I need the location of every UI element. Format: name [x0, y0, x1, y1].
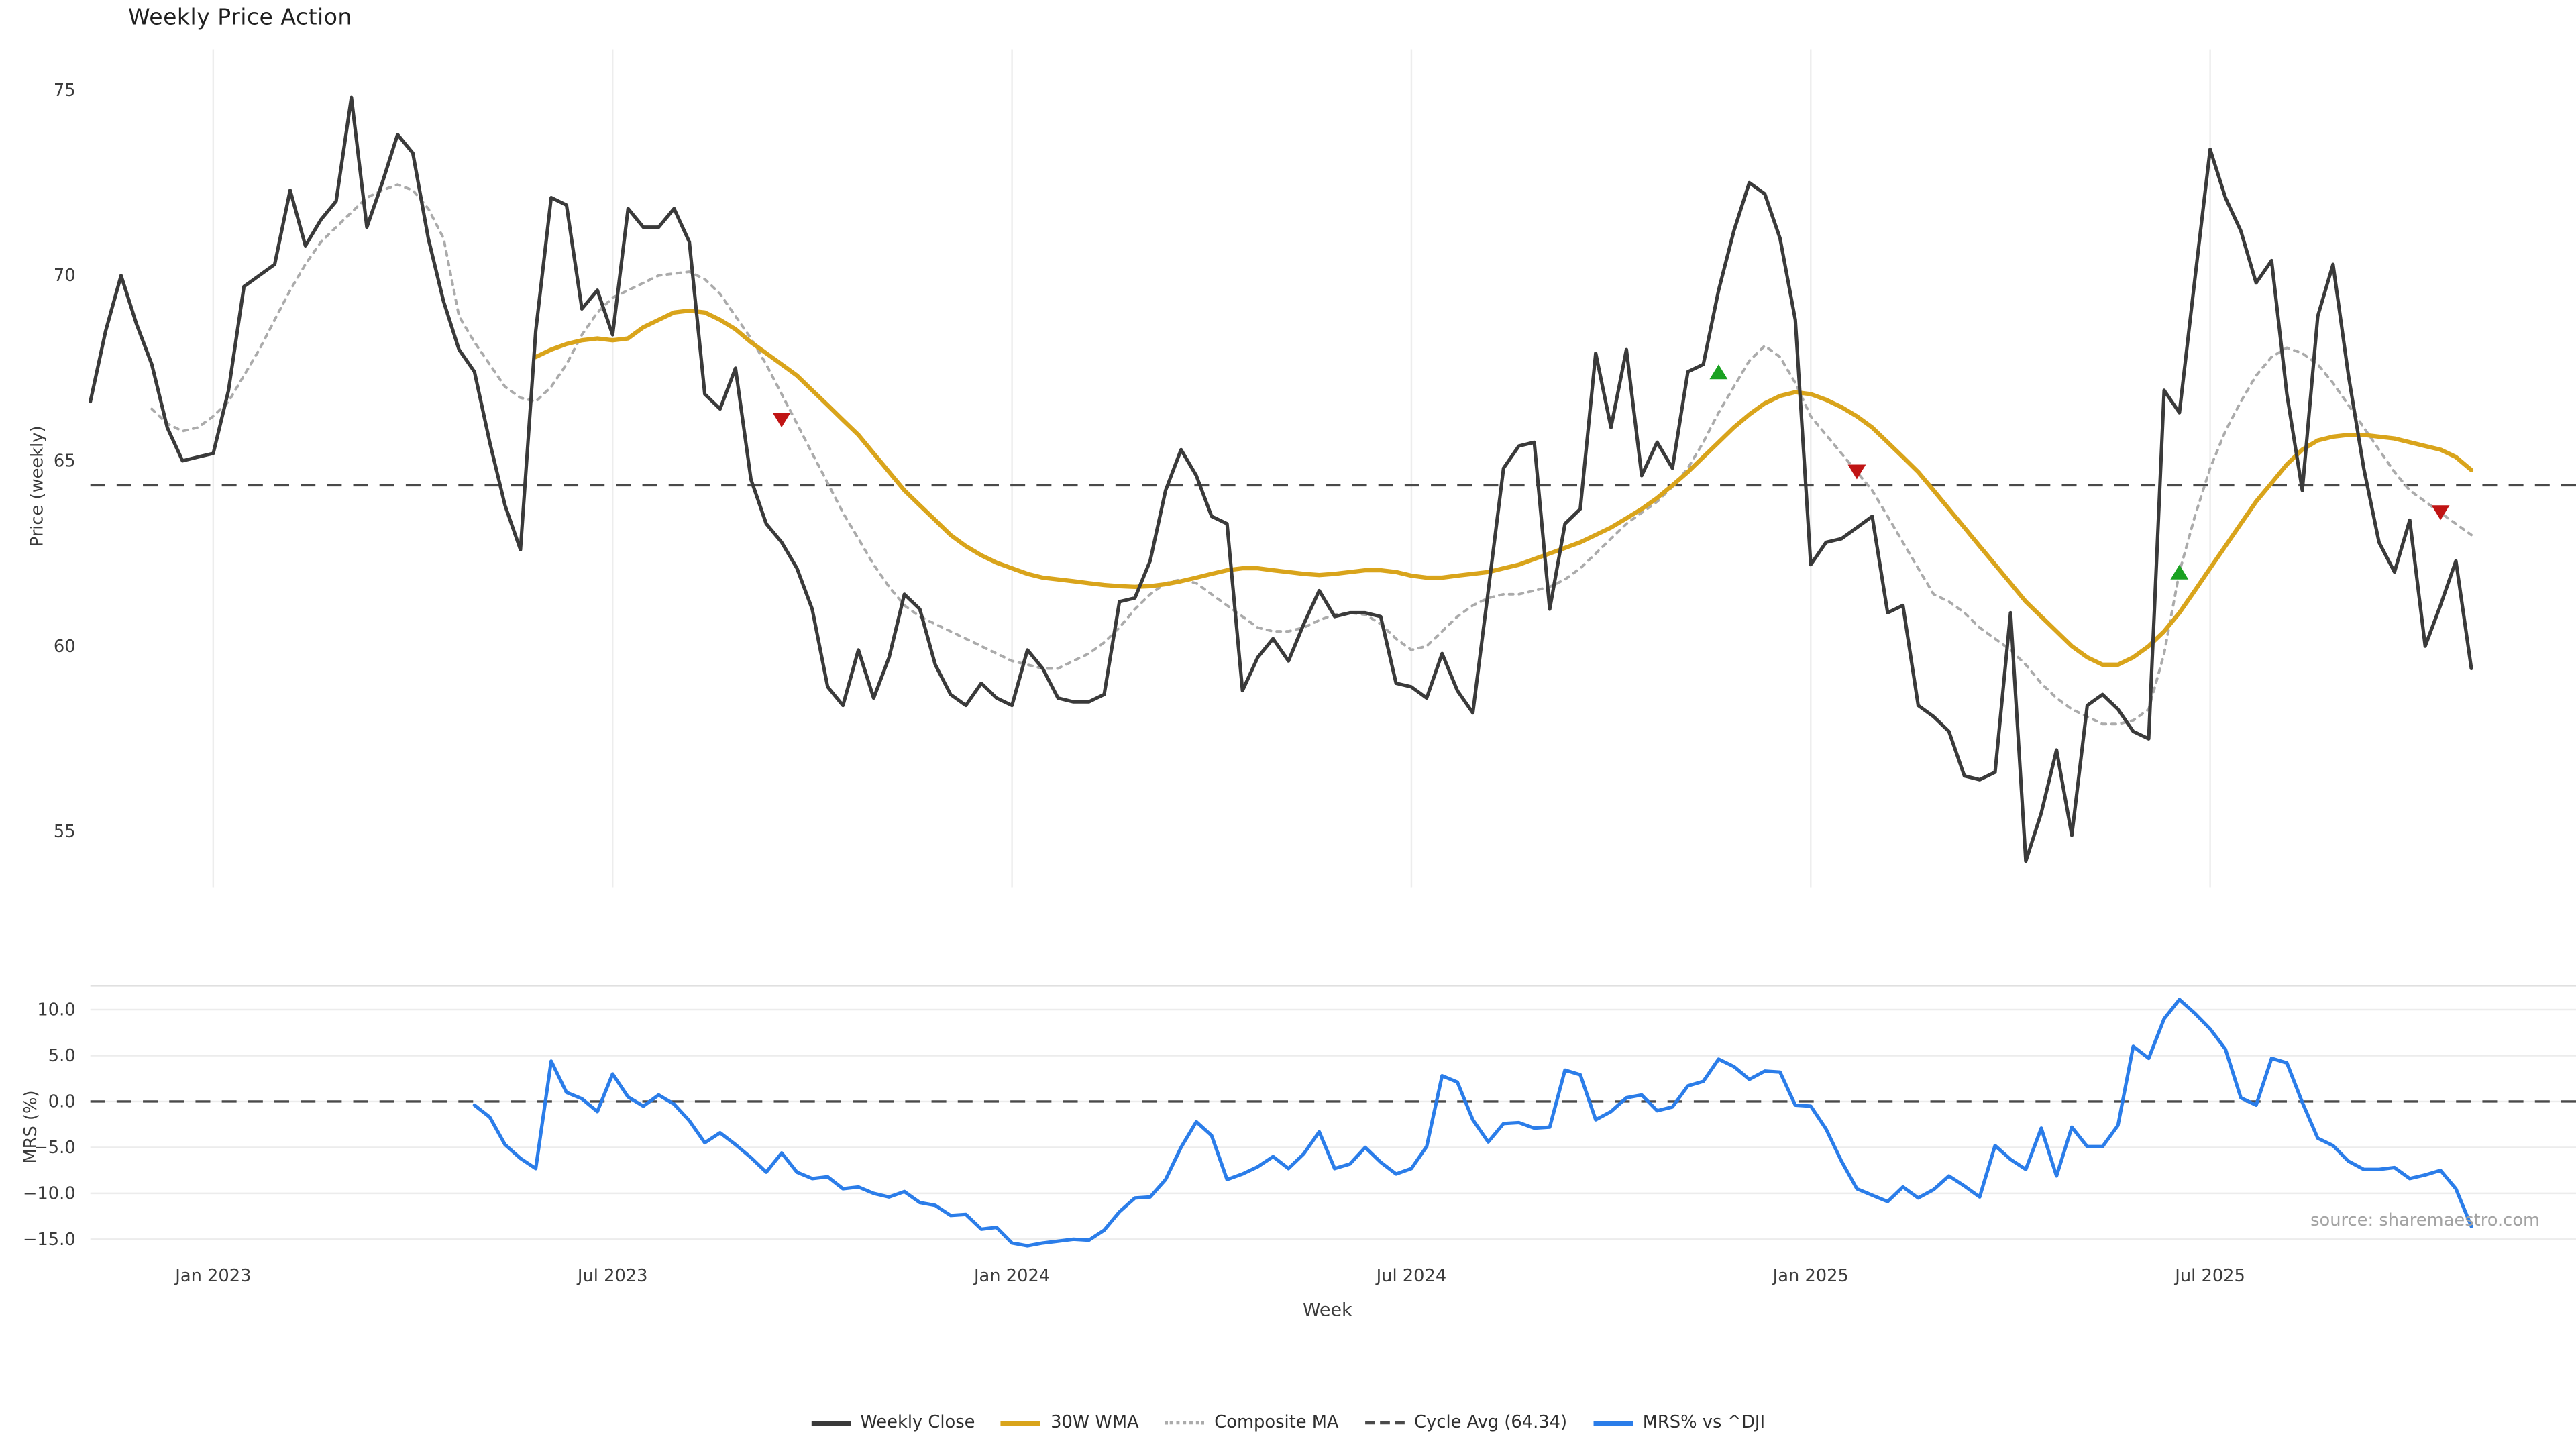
legend-label: Composite MA	[1214, 1413, 1339, 1433]
mrs-axis-label: MRS (%)	[21, 1090, 42, 1164]
chart-legend: Weekly Close 30W WMA Composite MA Cycle …	[0, 1413, 2576, 1433]
x-tick-Jul 2025: Jul 2025	[2174, 1266, 2245, 1286]
mrs-tick-10: 10.0	[37, 1000, 75, 1020]
wma-30-line	[533, 308, 2474, 667]
legend-label: Cycle Avg (64.34)	[1414, 1413, 1568, 1433]
cycle-avg-swatch-icon	[1364, 1421, 1405, 1425]
mrs-tick--10: −10.0	[23, 1183, 76, 1203]
x-tick-Jul 2023: Jul 2023	[576, 1266, 648, 1286]
chart-title: Weekly Price Action	[128, 5, 352, 32]
mrs-line-swatch-icon	[1593, 1420, 1633, 1426]
x-tick-Jan 2025: Jan 2025	[1772, 1266, 1849, 1286]
price-tick-55: 55	[54, 822, 76, 842]
mrs-tick--15: −15.0	[23, 1230, 76, 1250]
legend-item-weekly-close: Weekly Close	[810, 1413, 975, 1433]
composite-ma-swatch-icon	[1165, 1421, 1205, 1425]
buy-signal-marker-w136	[2170, 564, 2189, 580]
x-tick-Jan 2024: Jan 2024	[973, 1266, 1050, 1286]
buy-signal-marker-w106	[1709, 364, 1728, 380]
mrs-line	[472, 998, 2473, 1248]
legend-item-composite-ma: Composite MA	[1165, 1413, 1339, 1433]
composite-ma-line	[150, 183, 2473, 726]
mrs-tick-0: 0.0	[48, 1092, 76, 1112]
mrs-tick-5: 5.0	[48, 1046, 76, 1066]
price-axis-label: Price (weekly)	[28, 425, 48, 547]
x-tick-Jul 2024: Jul 2024	[1375, 1266, 1447, 1286]
source-attribution: source: sharemaestro.com	[2310, 1210, 2540, 1231]
weekly-close-line-swatch-icon	[810, 1420, 851, 1426]
wma-line-swatch-icon	[1001, 1420, 1041, 1426]
sell-signal-marker-w153	[2431, 505, 2450, 521]
legend-item-cycle-avg: Cycle Avg (64.34)	[1364, 1413, 1568, 1433]
legend-item-30w-wma: 30W WMA	[1001, 1413, 1139, 1433]
legend-label: Weekly Close	[860, 1413, 975, 1433]
price-tick-65: 65	[54, 451, 76, 471]
legend-label: MRS% vs ^DJI	[1642, 1413, 1766, 1433]
sell-signal-marker-w115	[1847, 464, 1866, 480]
weekly-close-line	[89, 95, 2473, 863]
legend-item-mrs: MRS% vs ^DJI	[1593, 1413, 1766, 1433]
price-tick-75: 75	[54, 80, 76, 101]
legend-label: 30W WMA	[1051, 1413, 1139, 1433]
sell-signal-marker-w45	[772, 413, 791, 428]
mrs-tick--5: −5.0	[34, 1138, 75, 1158]
x-axis-label: Week	[1302, 1299, 1352, 1321]
x-tick-Jan 2023: Jan 2023	[174, 1266, 251, 1286]
price-tick-70: 70	[54, 266, 76, 286]
price-tick-60: 60	[54, 637, 76, 657]
